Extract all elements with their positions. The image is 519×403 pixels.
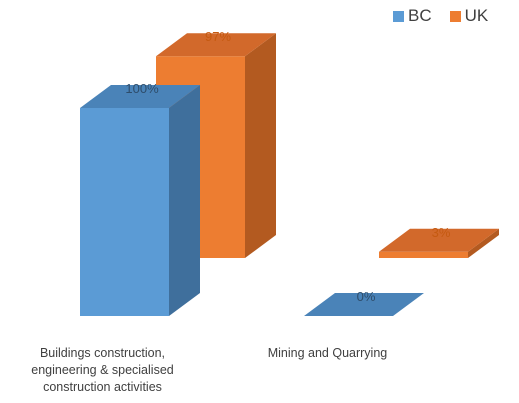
data-label-bc-0: 100% xyxy=(125,81,159,96)
data-label-uk-1: 3% xyxy=(432,225,451,240)
category-label-buildings: Buildings construction, engineering & sp… xyxy=(5,345,200,396)
category-label-line: engineering & specialised xyxy=(31,363,174,377)
bar-side-uk-1 xyxy=(468,228,499,258)
bar-top-bc-1 xyxy=(304,293,424,316)
legend-swatch-uk xyxy=(449,10,461,22)
legend-item-uk: UK xyxy=(449,6,489,26)
bar-front-uk-1 xyxy=(379,251,468,258)
category-label-line: construction activities xyxy=(43,380,162,394)
legend-item-bc: BC xyxy=(393,6,432,26)
category-label-line: Mining and Quarrying xyxy=(267,346,388,360)
data-label-bc-1: 0% xyxy=(357,289,376,304)
bar-top-uk-0 xyxy=(156,33,276,57)
bar-top-bc-0 xyxy=(80,85,200,108)
data-label-uk-0: 97% xyxy=(205,29,231,44)
legend: BC UK xyxy=(393,6,488,26)
category-label-line: Buildings construction, xyxy=(39,346,166,360)
bar-side-bc-0 xyxy=(169,85,200,316)
bar-front-bc-0 xyxy=(80,108,169,316)
category-label-mining: Mining and Quarrying xyxy=(235,345,420,362)
legend-swatch-bc xyxy=(393,10,404,22)
legend-label-bc: BC xyxy=(408,6,432,25)
bar-side-uk-0 xyxy=(245,33,276,258)
bar-top-uk-1 xyxy=(379,228,499,252)
legend-label-uk: UK xyxy=(464,6,489,25)
